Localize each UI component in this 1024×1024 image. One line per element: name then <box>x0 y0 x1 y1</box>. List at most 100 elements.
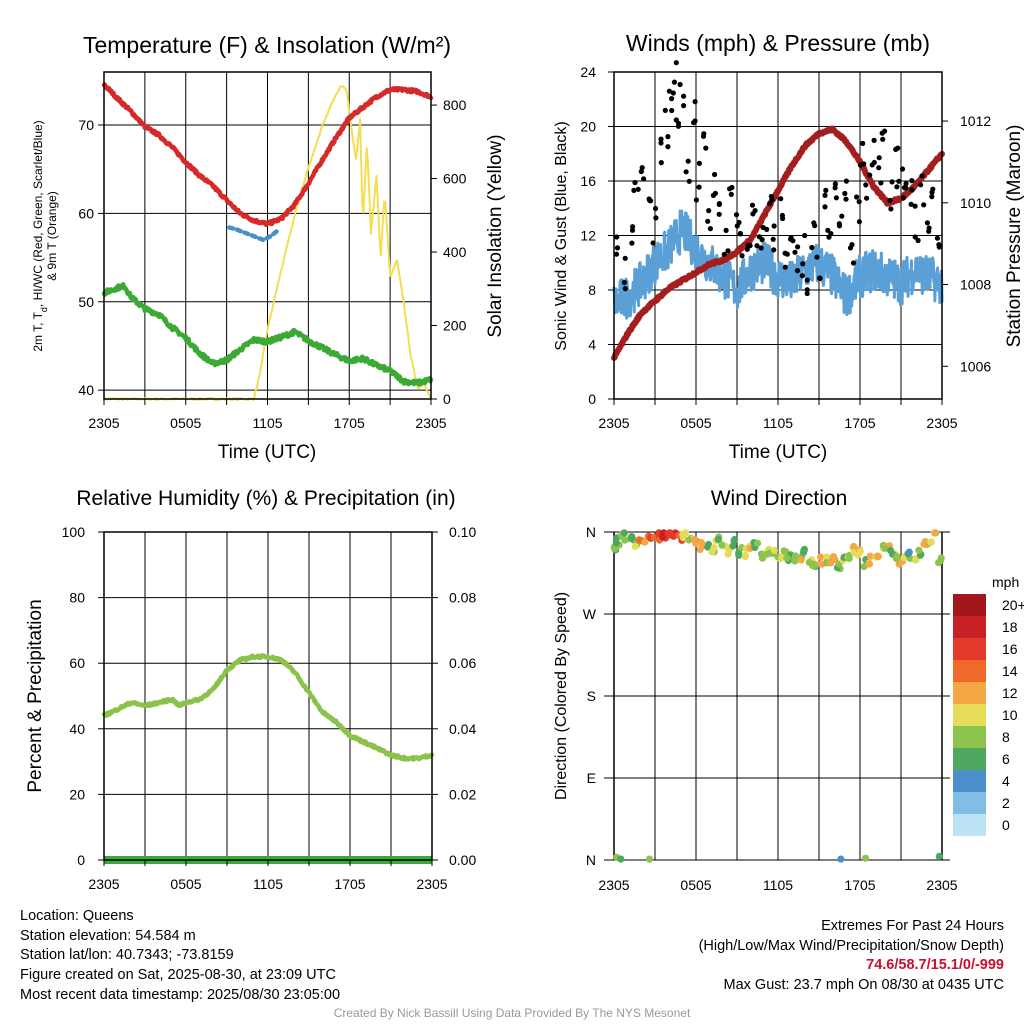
wind-direction-point <box>935 559 943 567</box>
gust-point <box>770 236 776 242</box>
gust-point <box>692 99 698 105</box>
gust-point <box>613 251 620 257</box>
temperature-ylabel-line1: 2m T, Td, HI/WC (Red, Green, Scarlet/Blu… <box>31 120 49 351</box>
gust-point <box>839 213 845 219</box>
temperature-xlabel: Time (UTC) <box>218 442 317 463</box>
gust-point <box>652 205 659 212</box>
gust-point <box>650 240 656 246</box>
sonic-wind-line <box>612 209 944 320</box>
winds-x-tick-label: 1705 <box>844 415 875 431</box>
wind-direction-point <box>770 546 779 554</box>
colorbar-swatch <box>953 770 986 792</box>
gust-point <box>912 203 918 209</box>
pressure-y-tick-label: 1010 <box>960 195 991 211</box>
wind-direction-point <box>865 560 874 568</box>
winds-x-tick-label: 2305 <box>926 415 957 431</box>
humidity-x-tick-label: 2305 <box>416 876 447 892</box>
credit-line: Created By Nick Bassill Using Data Provi… <box>333 1006 691 1020</box>
winds-x-tick-label: 0505 <box>680 415 711 431</box>
gust-point <box>614 245 621 251</box>
precipitation-y-tick-label: 0.10 <box>449 524 476 540</box>
gust-point <box>788 235 794 241</box>
gust-point <box>919 173 925 179</box>
wind-direction-point <box>635 536 644 544</box>
gust-point <box>899 166 906 172</box>
gust-point <box>683 169 689 175</box>
gust-point <box>908 201 914 207</box>
wind-direction-point <box>797 556 805 564</box>
gust-point <box>745 242 751 248</box>
gust-point <box>882 128 888 134</box>
humidity-grid <box>104 532 432 860</box>
gust-point <box>723 227 729 233</box>
wind-direction-point <box>817 560 825 568</box>
wind-direction-point <box>783 554 791 562</box>
wind-direction-x-tick-label: 0505 <box>680 877 711 893</box>
direction-tick-label: W <box>583 606 597 622</box>
gust-point <box>832 185 838 191</box>
gust-point <box>728 191 734 197</box>
gust-point <box>641 176 647 182</box>
gust-point <box>909 178 915 184</box>
humidity-x-tick-label: 1705 <box>334 876 365 892</box>
humidity-ylabel: Percent & Precipitation <box>25 599 46 792</box>
humidity-ticks: 2305 0505 1105 1705 23050204060801000.000.02… <box>62 524 477 892</box>
wind-direction-point <box>741 551 749 560</box>
gust-point <box>631 187 637 193</box>
winds-title: Winds (mph) & Pressure (mb) <box>626 30 930 56</box>
gust-point <box>734 223 740 229</box>
gust-point <box>767 201 773 207</box>
gust-point <box>737 231 744 237</box>
insolation-y-tick-label: 0 <box>443 391 451 407</box>
wind-direction-point <box>881 544 889 552</box>
gust-point <box>677 81 683 88</box>
winds-y-tick-label: 4 <box>588 337 596 353</box>
colorbar-label: 20+ <box>1002 597 1024 613</box>
colorbar-label: 6 <box>1002 751 1010 767</box>
wind-direction-point <box>874 553 882 561</box>
colorbar-label: 14 <box>1002 663 1018 679</box>
gust-point <box>622 286 628 292</box>
gust-point <box>934 235 941 241</box>
gust-point <box>863 182 869 188</box>
direction-tick-label: N <box>586 852 596 868</box>
winds-y-tick-label: 12 <box>580 228 596 244</box>
gust-point <box>895 145 901 151</box>
gust-point <box>669 107 675 114</box>
wind-direction-point <box>800 548 808 556</box>
wind-direction-x-tick-label: 1105 <box>763 877 793 893</box>
temperature-x-tick-label: 0505 <box>170 415 201 431</box>
gust-point <box>804 290 810 297</box>
wind-direction-series <box>610 529 945 863</box>
pressure-y-tick-label: 1012 <box>960 113 991 129</box>
gust-point <box>665 144 671 150</box>
winds-y-tick-label: 16 <box>580 173 596 189</box>
gust-point <box>759 237 765 243</box>
gust-point <box>888 206 894 212</box>
wind-direction-point <box>708 548 716 556</box>
speed-colorbar: 20+ 18 16 14 12 10 8 6 4 2 0 <box>953 594 1024 836</box>
gust-point <box>749 202 756 208</box>
gust-point <box>716 211 722 217</box>
pressure-ylabel: Station Pressure (Maroon) <box>1004 125 1024 348</box>
colorbar-label: 8 <box>1002 729 1010 745</box>
pressure-y-tick-label: 1006 <box>960 358 991 374</box>
temperature-line <box>101 82 434 228</box>
temperature-x-tick-label: 2305 <box>88 415 119 431</box>
gust-point <box>817 275 823 281</box>
extremes-description: (High/Low/Max Wind/Precipitation/Snow De… <box>698 937 1004 954</box>
colorbar-label: 12 <box>1002 685 1018 701</box>
extremes-values: 74.6/58.7/15.1/0/-999 <box>866 957 1004 974</box>
humidity-line <box>101 653 435 762</box>
wind-direction-point <box>810 562 818 570</box>
gust-point <box>833 195 840 201</box>
precipitation-y-tick-label: 0.06 <box>449 655 476 671</box>
humidity-x-tick-label: 1105 <box>253 876 283 892</box>
precipitation-y-tick-label: 0.02 <box>449 786 476 802</box>
temperature-ticks: 2305 0505 1105 1705 2305 40 50 60 70 0 200 400 600 80… <box>78 97 466 431</box>
humidity-y-tick-label: 80 <box>69 590 85 606</box>
temperature-x-tick-label: 1705 <box>334 415 365 431</box>
